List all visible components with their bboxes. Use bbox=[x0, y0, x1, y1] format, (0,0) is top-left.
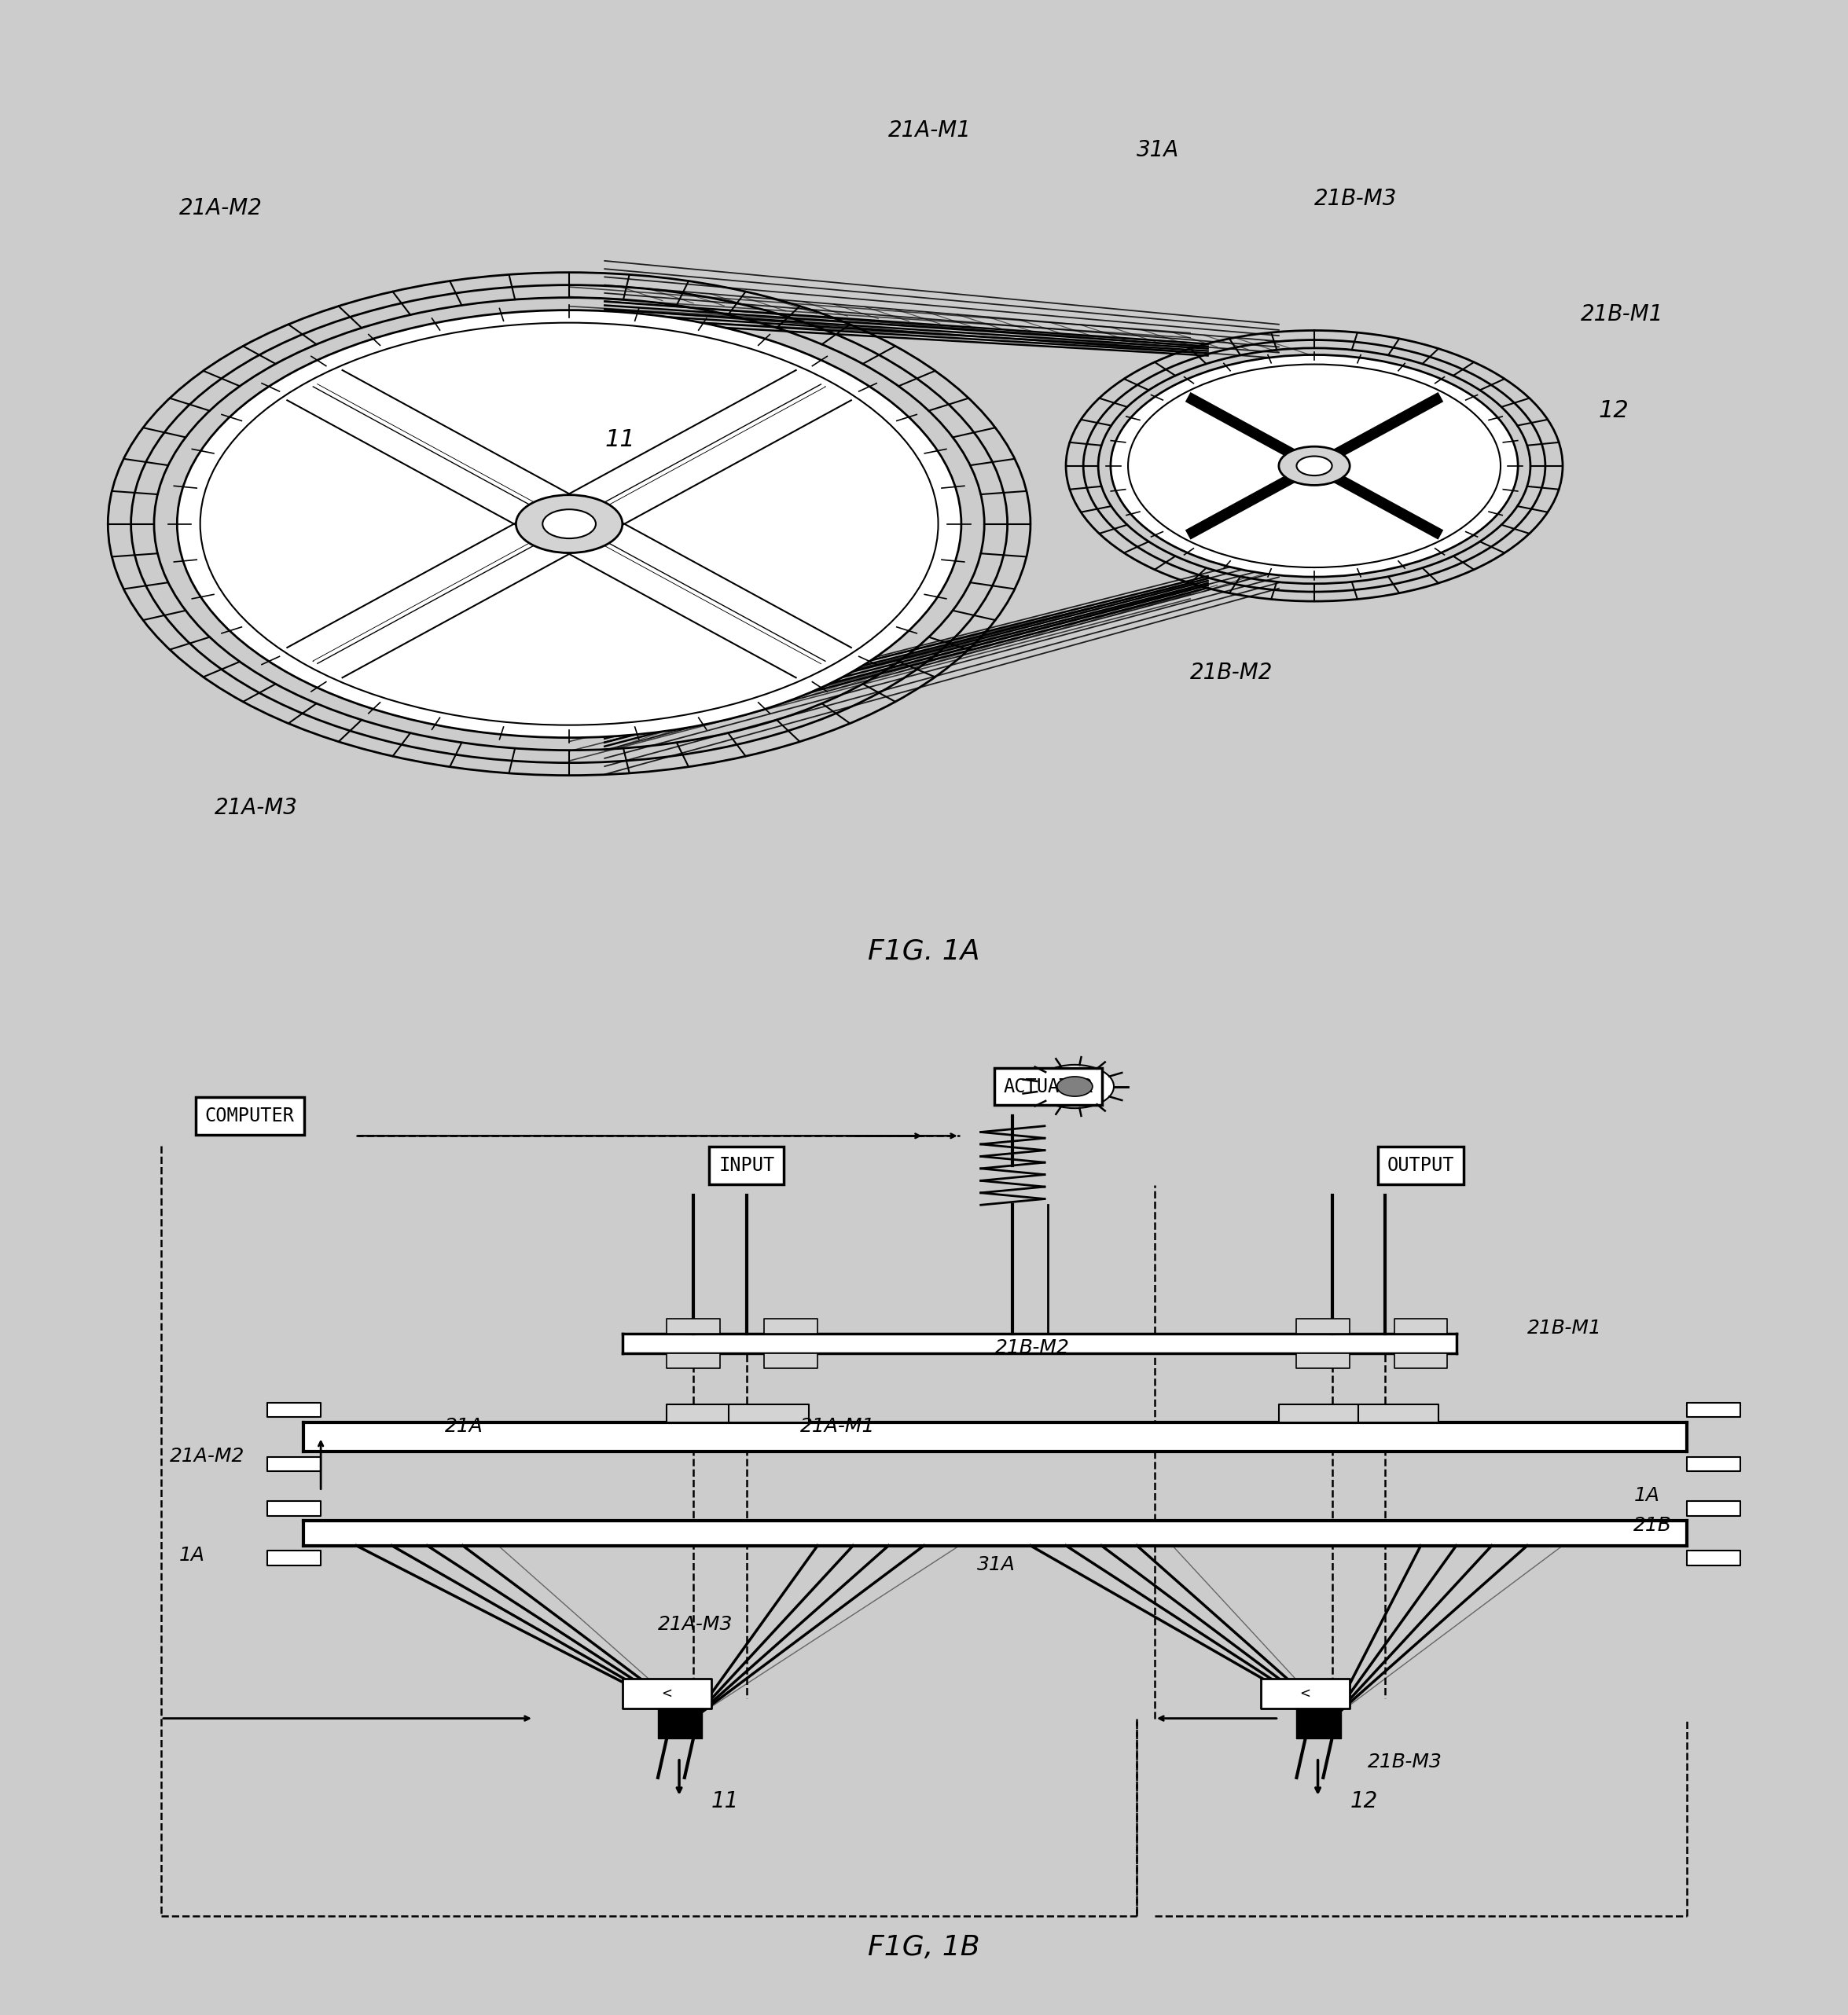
Text: ACTUATOR: ACTUATOR bbox=[1003, 1078, 1092, 1096]
Text: 21B-M2: 21B-M2 bbox=[994, 1338, 1070, 1356]
Text: 1A: 1A bbox=[1634, 1487, 1660, 1505]
Ellipse shape bbox=[516, 496, 623, 552]
Ellipse shape bbox=[1111, 355, 1517, 576]
Ellipse shape bbox=[1279, 447, 1349, 486]
Text: 21A-M3: 21A-M3 bbox=[658, 1614, 734, 1634]
Text: INPUT: INPUT bbox=[719, 1157, 774, 1175]
Text: 21B-M1: 21B-M1 bbox=[1580, 304, 1663, 326]
Text: F1G, 1B: F1G, 1B bbox=[869, 1934, 979, 1961]
Ellipse shape bbox=[543, 510, 595, 538]
Text: 31A: 31A bbox=[1137, 139, 1179, 161]
Text: <: < bbox=[1299, 1687, 1310, 1701]
Ellipse shape bbox=[177, 310, 961, 737]
Text: 21B: 21B bbox=[1634, 1515, 1672, 1535]
Text: 21A: 21A bbox=[445, 1417, 484, 1437]
Text: 1A: 1A bbox=[179, 1546, 205, 1564]
Ellipse shape bbox=[200, 322, 939, 725]
Text: 21B-M3: 21B-M3 bbox=[1368, 1753, 1441, 1771]
Text: 11: 11 bbox=[604, 429, 636, 451]
Text: 12: 12 bbox=[1599, 399, 1628, 423]
Text: 21B-M1: 21B-M1 bbox=[1526, 1318, 1602, 1338]
Text: COMPUTER: COMPUTER bbox=[205, 1106, 294, 1126]
Text: 21B-M2: 21B-M2 bbox=[1190, 661, 1273, 683]
Text: 21A-M3: 21A-M3 bbox=[214, 796, 298, 818]
Text: 21A-M1: 21A-M1 bbox=[889, 119, 972, 141]
Text: 21A-M2: 21A-M2 bbox=[179, 197, 262, 220]
Text: <: < bbox=[662, 1687, 673, 1701]
Text: 21A-M2: 21A-M2 bbox=[170, 1447, 246, 1465]
Circle shape bbox=[1035, 1064, 1114, 1108]
Text: OUTPUT: OUTPUT bbox=[1388, 1157, 1454, 1175]
Ellipse shape bbox=[1127, 365, 1501, 568]
Text: 31A: 31A bbox=[978, 1556, 1016, 1574]
Text: 21A-M1: 21A-M1 bbox=[800, 1417, 874, 1437]
Text: F1G. 1A: F1G. 1A bbox=[869, 937, 979, 965]
Text: 12: 12 bbox=[1349, 1789, 1377, 1811]
Ellipse shape bbox=[1297, 455, 1332, 476]
Text: 21B-M3: 21B-M3 bbox=[1314, 187, 1397, 210]
Text: 11: 11 bbox=[711, 1789, 739, 1811]
Circle shape bbox=[1057, 1076, 1092, 1096]
